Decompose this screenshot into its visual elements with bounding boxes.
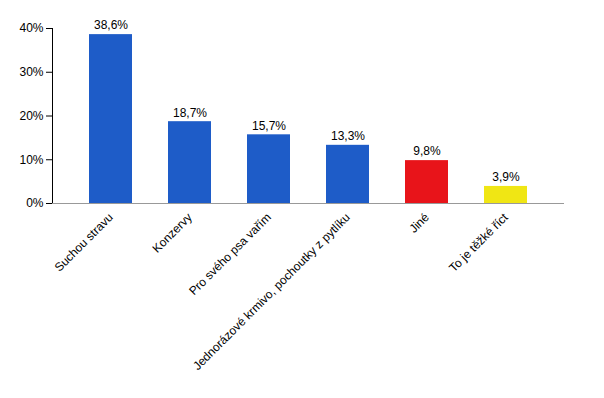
svg-text:13,3%: 13,3% — [331, 129, 365, 143]
svg-text:Konzervy: Konzervy — [150, 210, 195, 255]
svg-text:Jednorázové krmivo, pochoutky: Jednorázové krmivo, pochoutky z pytlíku — [190, 210, 353, 373]
svg-text:15,7%: 15,7% — [252, 119, 286, 133]
svg-text:9,8%: 9,8% — [413, 144, 441, 158]
svg-text:10%: 10% — [19, 153, 43, 167]
svg-text:Pro svého psa vařím: Pro svého psa vařím — [186, 210, 274, 298]
svg-text:30%: 30% — [19, 65, 43, 79]
svg-text:0%: 0% — [26, 196, 44, 210]
svg-text:Suchou stravu: Suchou stravu — [52, 210, 116, 274]
svg-text:38,6%: 38,6% — [94, 18, 128, 32]
svg-text:Jiné: Jiné — [406, 210, 432, 236]
svg-text:3,9%: 3,9% — [492, 170, 520, 184]
svg-text:20%: 20% — [19, 109, 43, 123]
svg-text:To je těžké říct: To je těžké říct — [446, 210, 511, 275]
svg-text:18,7%: 18,7% — [173, 106, 207, 120]
svg-text:40%: 40% — [19, 21, 43, 35]
